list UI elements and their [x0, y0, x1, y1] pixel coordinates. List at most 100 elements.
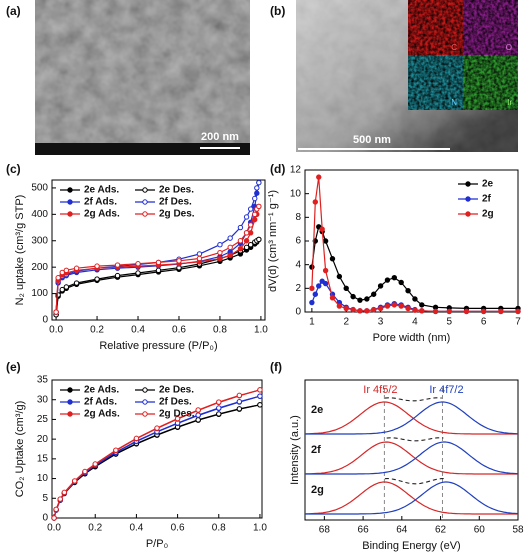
point: [227, 235, 233, 241]
envelope: [384, 397, 442, 402]
sample-label: 2f: [311, 444, 321, 456]
point: [309, 299, 315, 306]
legend-marker: [142, 199, 148, 205]
x-tick-label: 58: [512, 525, 524, 536]
envelope: [384, 478, 446, 485]
y-axis-label: CO₂ Uptake (cm³/g): [14, 401, 26, 498]
legend-marker: [67, 411, 73, 417]
map-label: O: [506, 43, 512, 52]
peak-label: Ir 4f5/2: [363, 384, 397, 396]
point: [114, 262, 121, 268]
panel-label: (d): [270, 162, 285, 176]
y-tick-label: 5: [42, 493, 48, 504]
y-tick-label: 100: [31, 288, 48, 299]
y-tick-label: 500: [31, 183, 48, 194]
legend-label: 2g Ads.: [84, 209, 120, 220]
legend-label: 2f Ads.: [84, 397, 117, 408]
x-tick-label: 7: [515, 317, 521, 328]
y-tick-label: 10: [37, 473, 49, 484]
legend-label: 2g Ads.: [84, 409, 120, 420]
point: [174, 415, 181, 422]
point: [216, 405, 222, 411]
legend-marker: [142, 187, 148, 193]
peak-fit: [304, 481, 518, 515]
peak-fit: [305, 441, 519, 475]
point: [398, 303, 404, 309]
point: [364, 308, 370, 314]
point: [357, 297, 363, 303]
y-tick-label: 6: [295, 236, 301, 247]
legend-label: 2g Des.: [159, 409, 195, 420]
point: [237, 224, 244, 231]
point: [257, 387, 263, 393]
point: [63, 284, 70, 290]
point: [322, 267, 329, 274]
point: [155, 267, 162, 274]
plot-frame: [51, 379, 263, 519]
point: [364, 296, 370, 302]
series-line: [53, 404, 261, 519]
point: [316, 283, 322, 289]
legend-marker: [465, 181, 471, 187]
y-tick-label: 8: [295, 212, 301, 223]
panel-label: (a): [6, 4, 21, 18]
peak-fit: [305, 481, 519, 515]
point: [113, 447, 119, 453]
point: [53, 506, 59, 513]
point: [256, 203, 262, 210]
legend-label: 2e Ads.: [84, 385, 119, 396]
x-tick-label: 68: [319, 525, 331, 536]
legend-marker: [67, 387, 73, 393]
point: [515, 308, 521, 315]
series-line: [53, 404, 261, 519]
y-tick-label: 300: [31, 235, 48, 246]
point: [391, 274, 398, 281]
panel-a: 200 nm (a): [6, 0, 250, 155]
peak-fit: [305, 441, 518, 475]
point: [236, 398, 243, 405]
point: [243, 238, 250, 244]
x-tick-label: 6: [481, 317, 487, 328]
panel-label: (b): [270, 4, 285, 18]
panel-label: (e): [6, 360, 21, 374]
point: [71, 478, 78, 484]
point: [309, 264, 315, 270]
map-texture: [408, 0, 463, 55]
x-tick-label: 0.8: [212, 523, 226, 534]
x-tick-label: 0.2: [90, 325, 104, 336]
x-tick-label: 4: [412, 317, 418, 328]
y-tick-label: 200: [31, 262, 48, 273]
point: [237, 245, 244, 252]
x-axis-label: Relative pressure (P/P₀): [99, 340, 217, 352]
x-tick-label: 3: [378, 317, 384, 328]
point: [309, 285, 315, 292]
point: [343, 285, 349, 292]
point: [412, 296, 418, 302]
point: [227, 244, 233, 251]
legend-label: 2f: [482, 194, 492, 205]
point: [350, 306, 356, 313]
point: [322, 238, 329, 244]
point: [257, 402, 263, 408]
point: [133, 435, 140, 442]
point: [391, 302, 398, 308]
map-texture: [463, 55, 518, 110]
point: [135, 261, 141, 267]
point: [227, 252, 233, 258]
point: [247, 206, 254, 212]
point: [196, 255, 203, 262]
x-tick-label: 0.6: [172, 325, 186, 336]
y-tick-label: 0: [295, 307, 301, 318]
point: [243, 244, 250, 251]
y-tick-label: 35: [37, 375, 49, 386]
tem-shade: [35, 0, 250, 155]
point: [329, 256, 336, 262]
point: [329, 295, 336, 301]
point: [398, 279, 404, 286]
legend-marker: [142, 387, 148, 393]
point: [217, 256, 223, 262]
y-tick-label: 4: [295, 259, 301, 270]
x-tick-label: 64: [396, 525, 408, 536]
point: [59, 286, 65, 293]
point: [350, 293, 356, 300]
